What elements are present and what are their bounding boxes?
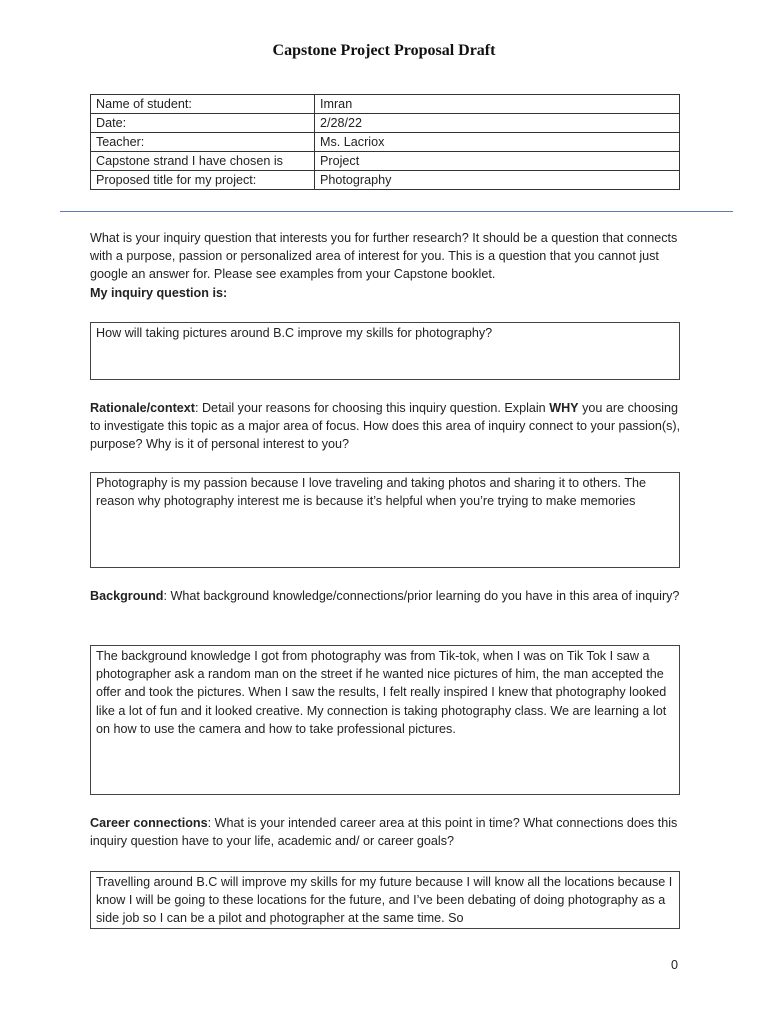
rationale-prompt-text: : Detail your reasons for choosing this … (194, 401, 550, 415)
document-title: Capstone Project Proposal Draft (272, 42, 496, 59)
rationale-prompt: Rationale/context: Detail your reasons f… (90, 399, 690, 454)
row-label: Proposed title for my project: (90, 170, 315, 190)
career-prompt-text: : What is your intended career area at t… (90, 816, 678, 849)
inquiry-prompt: What is your inquiry question that inter… (90, 229, 690, 302)
career-heading: Career connections (90, 816, 208, 830)
row-value: Photography (314, 170, 680, 190)
row-value: 2/28/22 (314, 113, 680, 133)
inquiry-answer-box: How will taking pictures around B.C impr… (90, 322, 680, 380)
background-heading: Background (90, 589, 164, 603)
row-value: Project (314, 151, 680, 171)
career-answer-box: Travelling around B.C will improve my sk… (90, 871, 680, 929)
table-row: Date: 2/28/22 (90, 113, 680, 133)
background-answer-box: The background knowledge I got from phot… (90, 645, 680, 795)
divider (60, 211, 733, 212)
student-info-table: Name of student: Imran Date: 2/28/22 Teach… (90, 94, 680, 190)
row-label: Name of student: (90, 94, 315, 114)
table-row: Teacher: Ms. Lacriox (90, 132, 680, 152)
background-prompt: Background: What background knowledge/co… (90, 587, 690, 605)
inquiry-prompt-text: What is your inquiry question that inter… (90, 231, 678, 282)
rationale-emphasis: WHY (549, 401, 579, 415)
rationale-heading: Rationale/context (90, 401, 195, 415)
inquiry-label: My inquiry question is: (90, 285, 228, 300)
career-prompt: Career connections: What is your intende… (90, 814, 690, 850)
rationale-prompt-text-2: you are choosing to investigate this top… (90, 401, 681, 452)
row-label: Capstone strand I have chosen is (90, 151, 315, 171)
row-value: Imran (314, 94, 680, 114)
row-label: Teacher: (90, 132, 315, 152)
row-value: Ms. Lacriox (314, 132, 680, 152)
table-row: Capstone strand I have chosen is Project (90, 151, 680, 171)
page-number: 0 (671, 958, 679, 972)
row-label: Date: (90, 113, 315, 133)
table-row: Name of student: Imran (90, 94, 680, 114)
rationale-answer-box: Photography is my passion because I love… (90, 472, 680, 568)
table-row: Proposed title for my project: Photograph… (90, 170, 680, 190)
background-prompt-text: : What background knowledge/connections/… (163, 589, 680, 603)
